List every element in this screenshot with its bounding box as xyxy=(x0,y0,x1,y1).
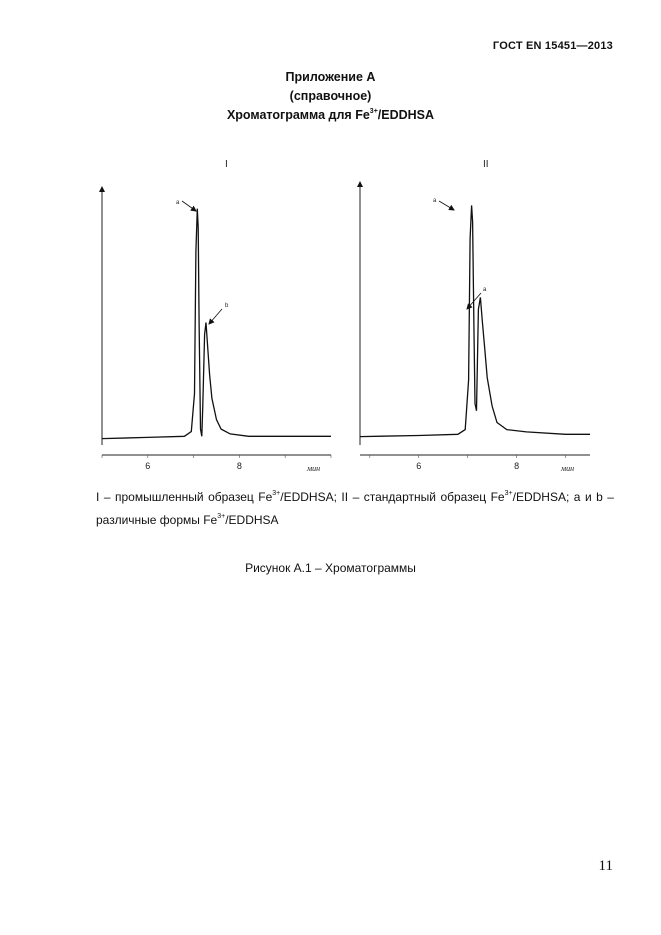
annotation-label: a xyxy=(433,198,437,204)
x-tick-label: 8 xyxy=(237,461,242,471)
annotation-arrow xyxy=(181,200,197,212)
title-block: Приложение А (справочное) Хроматограмма … xyxy=(0,68,661,125)
x-axis-unit: мин xyxy=(560,464,574,473)
x-tick-label: 6 xyxy=(416,461,421,471)
chromatogram-line xyxy=(101,208,331,440)
x-tick-label: 8 xyxy=(514,461,519,471)
chart-panel-2: II 6 8 мин a a xyxy=(357,159,590,473)
panel-label: II xyxy=(483,159,489,170)
annotation-label: b xyxy=(225,303,229,309)
annotation-arrow xyxy=(466,292,482,310)
chromatogram-line xyxy=(359,205,590,438)
chromatogram-title: Хроматограмма для Fe3+/EDDHSA xyxy=(226,108,435,122)
appendix-title: Приложение А xyxy=(285,70,376,84)
x-axis-unit: мин xyxy=(306,464,320,473)
appendix-type: (справочное) xyxy=(289,89,372,103)
figure-caption: Рисунок А.1 – Хроматограммы xyxy=(245,561,416,575)
annotation-arrow xyxy=(208,308,223,325)
chart-panel-1: I 6 8 мин a b xyxy=(99,159,332,473)
chromatograms-figure: I 6 8 мин a b II 6 8 мин a a xyxy=(99,159,590,473)
figure-legend-text: I – промышленный образец Fe3+/EDDHSA; II… xyxy=(96,490,614,527)
panel-label: I xyxy=(225,159,228,170)
x-tick-label: 6 xyxy=(145,461,150,471)
annotation-arrow xyxy=(438,200,455,211)
annotation-label: a xyxy=(483,287,487,293)
page-number: 11 xyxy=(598,858,613,874)
document-code: ГОСТ EN 15451—2013 xyxy=(492,40,613,52)
annotation-label: a xyxy=(176,200,180,206)
